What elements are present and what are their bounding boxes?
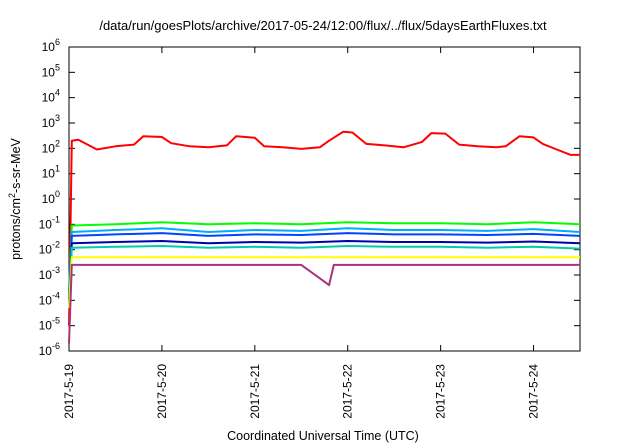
series-line	[68, 221, 581, 293]
y-tick-label: 102	[42, 138, 60, 155]
x-tick-label: 2017-5-23	[434, 364, 448, 419]
series-line	[68, 245, 581, 309]
y-tick-label: 10-1	[39, 214, 60, 231]
x-axis: 2017-5-19 2017-5-20 2017-5-21 2017-5-22 2017…	[62, 47, 541, 419]
x-tick-label: 2017-5-24	[527, 364, 541, 419]
y-axis-title: protons/cm2-s-sr-MeV	[7, 137, 23, 259]
series-line	[68, 263, 580, 344]
series-line	[68, 227, 581, 301]
data-series	[68, 130, 581, 344]
x-tick-label: 2017-5-20	[155, 364, 169, 419]
y-tick-label: 106	[42, 37, 60, 54]
series-line	[68, 232, 581, 301]
x-tick-label: 2017-5-19	[62, 364, 76, 419]
y-tick-label: 10-5	[39, 316, 60, 333]
y-tick-label: 10-3	[39, 265, 60, 282]
x-tick-label: 2017-5-21	[248, 364, 262, 419]
x-axis-title: Coordinated Universal Time (UTC)	[227, 429, 419, 443]
y-tick-label: 101	[42, 164, 60, 181]
y-tick-label: 10-4	[39, 290, 60, 307]
series-line	[68, 256, 580, 309]
y-tick-label: 10-6	[39, 341, 60, 358]
chart-title: /data/run/goesPlots/archive/2017-05-24/1…	[99, 18, 547, 33]
y-tick-label: 104	[42, 88, 60, 105]
y-tick-label: 10-2	[39, 240, 60, 257]
series-line	[68, 240, 581, 309]
plot-frame	[68, 46, 581, 352]
series-line	[68, 130, 580, 326]
y-axis: 10-6 10-5 10-4 10-3 10-2 10-1 100 101 102 103 104 1…	[39, 37, 580, 358]
y-tick-label: 105	[42, 62, 60, 79]
x-tick-label: 2017-5-22	[341, 364, 355, 419]
y-tick-label: 100	[42, 189, 60, 206]
y-tick-label: 103	[42, 113, 60, 130]
